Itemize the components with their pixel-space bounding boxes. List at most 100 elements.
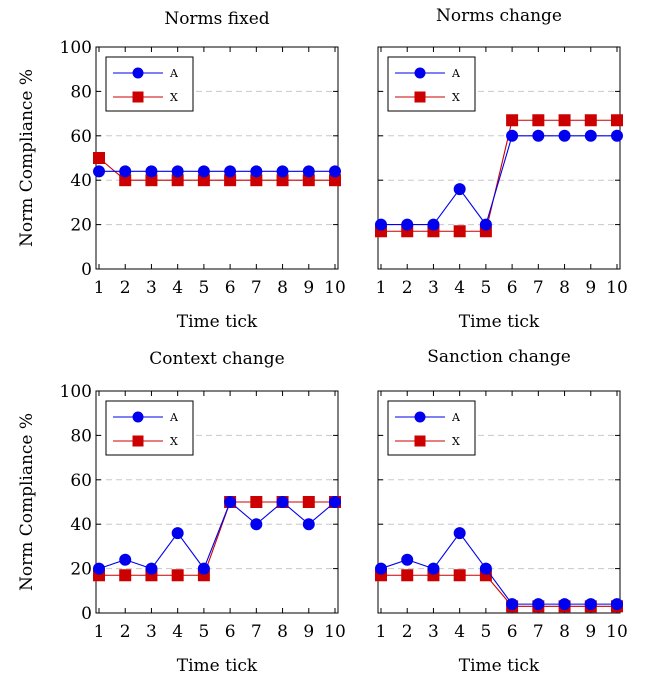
chart-2-series-a-point — [276, 496, 289, 508]
chart-1-xtick-label: 1 — [376, 278, 387, 298]
chart-1-xtick-label: 5 — [480, 278, 491, 298]
chart-1-series-a-line — [381, 135, 617, 226]
chart-1-series-x-point — [532, 114, 545, 127]
chart-0-series-a-point — [197, 165, 210, 178]
chart-1-xtick-label: 9 — [585, 278, 596, 298]
chart-0-xtick-label: 9 — [303, 278, 314, 298]
chart-2-series-a-point — [302, 518, 315, 531]
chart-3-series-a-point — [584, 598, 597, 611]
chart-3-xtick-label: 9 — [585, 622, 596, 642]
chart-2-series-a-point — [119, 553, 132, 566]
chart-0-legend-label-x: X — [170, 91, 178, 104]
chart-2-ytick-label: 20 — [70, 560, 92, 580]
chart-0-ytick-label: 100 — [60, 38, 92, 58]
chart-0-series-a-point — [276, 165, 289, 178]
chart-1-legend-marker-a — [414, 67, 426, 79]
chart-3-legend-marker-x — [414, 435, 426, 447]
chart-1-series-a-point — [401, 218, 414, 231]
chart-1-series-a-point — [427, 218, 440, 231]
chart-3-xtick-label: 5 — [480, 622, 491, 642]
chart-1-xtick-label: 8 — [559, 278, 570, 298]
chart-3-xtick-label: 8 — [559, 622, 570, 642]
chart-1-legend — [387, 56, 476, 112]
chart-2-legend-label-a: A — [169, 411, 179, 424]
chart-3-xtick-label: 3 — [428, 622, 439, 642]
chart-3-legend-label-a: A — [451, 411, 461, 424]
chart-3-x-axis-label: Time tick — [459, 656, 540, 676]
chart-0-xtick-label: 6 — [225, 278, 236, 298]
chart-2-xtick-label: 6 — [225, 622, 236, 642]
chart-1-x-axis-label: Time tick — [459, 312, 540, 332]
chart-2-legend — [105, 400, 194, 456]
chart-0-series-a-point — [302, 165, 315, 178]
chart-3-series-a-point — [506, 598, 519, 611]
chart-3-series-x-point — [401, 569, 414, 582]
chart-0-xtick-label: 2 — [120, 278, 131, 298]
chart-1-series-a-point — [558, 129, 571, 142]
chart-2-series-x-point — [171, 569, 184, 582]
chart-2-series-a-point — [171, 527, 184, 540]
chart-3-xtick-label: 10 — [606, 622, 628, 642]
chart-1-legend-label-x: X — [452, 91, 460, 104]
chart-2-ytick-label: 0 — [81, 604, 92, 624]
chart-0-xtick-label: 5 — [198, 278, 209, 298]
chart-sanction-change: Sanction change 1 2 3 4 5 6 7 8 9 10 Time tick AX — [375, 347, 628, 676]
chart-3-series-a-point — [427, 562, 440, 575]
chart-1-xtick-label: 6 — [507, 278, 518, 298]
chart-2-xtick-label: 3 — [146, 622, 157, 642]
chart-2-series-a-point — [224, 496, 237, 508]
chart-2-ytick-label: 80 — [70, 426, 92, 446]
chart-1-series-x-point — [584, 114, 597, 127]
chart-0-series-a-point — [250, 165, 263, 178]
chart-0-xtick-label: 8 — [277, 278, 288, 298]
chart-0-series-a-point — [145, 165, 158, 178]
chart-3-xtick-label: 1 — [376, 622, 387, 642]
chart-0-legend — [105, 56, 194, 112]
chart-2-series-x-point — [302, 496, 315, 508]
y-axis-label-top: Norm Compliance % — [17, 69, 37, 247]
chart-3-legend-marker-a — [414, 411, 426, 423]
chart-0-xtick-label: 4 — [172, 278, 183, 298]
chart-3-series-a-point — [453, 527, 466, 540]
chart-3-xtick-label: 2 — [402, 622, 413, 642]
chart-3-series-a-point — [558, 598, 571, 611]
chart-3-series-a-point — [375, 562, 387, 575]
chart-0-series-a-point — [171, 165, 184, 178]
chart-2-xtick-label: 7 — [251, 622, 262, 642]
chart-3-series-a-point — [401, 553, 414, 566]
chart-3-xtick-label: 6 — [507, 622, 518, 642]
chart-3-series-x-point — [453, 569, 466, 582]
chart-1-series-a-point — [375, 218, 387, 231]
chart-0-ytick-label: 20 — [70, 216, 92, 236]
chart-3-legend-label-x: X — [452, 435, 460, 448]
chart-1-title: Norms change — [436, 6, 562, 26]
chart-0-x-axis-label: Time tick — [177, 312, 258, 332]
chart-1-xtick-label: 7 — [533, 278, 544, 298]
chart-3-frame — [377, 390, 621, 614]
chart-3-series-a-point — [479, 562, 492, 575]
chart-0-xtick-label: 3 — [146, 278, 157, 298]
chart-1-xtick-label: 3 — [428, 278, 439, 298]
chart-0-ytick-label: 40 — [70, 171, 92, 191]
chart-1-series-x-point — [506, 114, 519, 127]
chart-1-series-a-point — [453, 183, 466, 196]
chart-0-xtick-label: 1 — [94, 278, 105, 298]
chart-2-series-x-line — [99, 501, 335, 576]
chart-2-xtick-label: 10 — [324, 622, 346, 642]
chart-1-xtick-label: 4 — [454, 278, 465, 298]
chart-2-x-axis-label: Time tick — [177, 656, 258, 676]
chart-2-xtick-label: 9 — [303, 622, 314, 642]
chart-1-series-a-point — [479, 218, 492, 231]
chart-1-series-x-point — [453, 225, 466, 238]
chart-2-legend-marker-a — [132, 411, 144, 423]
chart-2-series-a-point — [329, 496, 341, 508]
chart-1-series-a-point — [611, 129, 623, 142]
chart-3-series-x-line — [381, 574, 617, 607]
chart-1-xtick-label: 10 — [606, 278, 628, 298]
chart-0-series-a-point — [119, 165, 132, 178]
chart-0-ytick-label: 80 — [70, 82, 92, 102]
chart-0-xtick-label: 10 — [324, 278, 346, 298]
chart-1-legend-label-a: A — [451, 67, 461, 80]
chart-2-series-a-point — [93, 562, 105, 575]
chart-1-series-x-point — [611, 114, 623, 127]
